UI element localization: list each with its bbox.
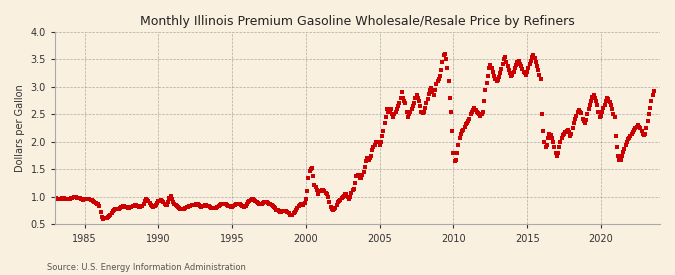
Y-axis label: Dollars per Gallon: Dollars per Gallon [15,84,25,172]
Text: Source: U.S. Energy Information Administration: Source: U.S. Energy Information Administ… [47,263,246,272]
Title: Monthly Illinois Premium Gasoline Wholesale/Resale Price by Refiners: Monthly Illinois Premium Gasoline Wholes… [140,15,575,28]
